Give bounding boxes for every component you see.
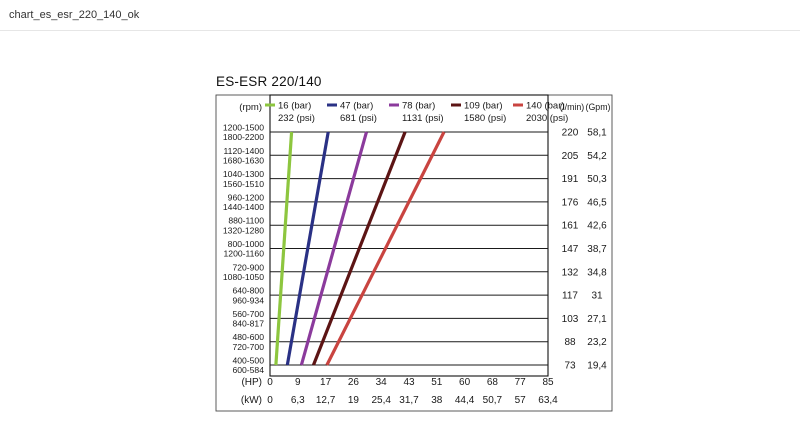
flow-lmin-label: 73 xyxy=(564,361,576,372)
flow-gpm-unit: (Gpm) xyxy=(586,102,611,112)
flow-lmin-label: 191 xyxy=(562,174,579,185)
rpm-range-label: 960-1200 xyxy=(228,192,265,202)
kw-tick-label: 31,7 xyxy=(399,395,419,406)
pressure-line-2 xyxy=(285,131,330,366)
hp-axis-label: (HP) xyxy=(241,377,262,388)
rpm-range-label: 1800-2200 xyxy=(223,132,264,142)
series-lines xyxy=(274,131,446,366)
flow-lmin-label: 147 xyxy=(562,244,579,255)
hp-tick-label: 0 xyxy=(267,377,273,388)
legend-psi-label: 681 (psi) xyxy=(340,113,377,124)
legend-psi-label: 1580 (psi) xyxy=(464,113,506,124)
legend-bar-label: 47 (bar) xyxy=(340,101,373,112)
kw-tick-label: 63,4 xyxy=(538,395,558,406)
kw-tick-label: 25,4 xyxy=(371,395,391,406)
hp-tick-label: 34 xyxy=(376,377,388,388)
flow-lmin-label: 117 xyxy=(562,291,578,302)
flow-lmin-label: 205 xyxy=(562,151,579,162)
hp-tick-label: 43 xyxy=(403,377,415,388)
flow-axis-labels: 220 58,1 205 54,2 191 50,3 176 46,5 161 42,6 147 38… xyxy=(560,102,611,372)
hp-tick-label: 85 xyxy=(542,377,554,388)
flow-gpm-label: 54,2 xyxy=(587,151,607,162)
kw-tick-label: 12,7 xyxy=(316,395,336,406)
chart-title: ES-ESR 220/140 xyxy=(216,74,322,89)
pressure-line-1 xyxy=(274,131,294,366)
flow-lmin-unit: (l/min) xyxy=(560,102,585,112)
plot-frame xyxy=(269,94,549,377)
hp-tick-label: 77 xyxy=(515,377,527,388)
rpm-range-label: 1040-1300 xyxy=(223,169,264,179)
legend-psi-label: 232 (psi) xyxy=(278,113,315,124)
rpm-range-label: 1440-1400 xyxy=(223,202,264,212)
flow-gpm-label: 42,6 xyxy=(587,221,607,232)
rpm-range-label: 840-817 xyxy=(232,319,264,329)
power-axis-labels: (HP) (kW) 0 0 9 6,3 17 12,7 26 19 34 25,4 43 31,7 51 38… xyxy=(241,377,558,406)
hp-tick-label: 60 xyxy=(459,377,471,388)
rpm-range-label: 640-800 xyxy=(232,286,264,296)
rpm-range-label: 1320-1280 xyxy=(223,225,264,235)
rpm-range-label: 800-1000 xyxy=(228,239,265,249)
rpm-range-label: 1120-1400 xyxy=(224,146,265,156)
hp-tick-label: 68 xyxy=(487,377,499,388)
flow-gpm-label: 31 xyxy=(591,291,603,302)
kw-tick-label: 19 xyxy=(348,395,360,406)
hp-tick-label: 17 xyxy=(320,377,332,388)
flow-gpm-label: 50,3 xyxy=(587,174,607,185)
kw-tick-label: 38 xyxy=(431,395,443,406)
flow-gpm-label: 38,7 xyxy=(587,244,607,255)
legend: 16 (bar)232 (psi) 47 (bar)681 (psi) 78 (ba… xyxy=(265,101,568,124)
rpm-range-label: 880-1100 xyxy=(228,216,264,226)
rpm-unit-label: (rpm) xyxy=(239,102,262,113)
kw-tick-label: 6,3 xyxy=(291,395,305,406)
pressure-line-3 xyxy=(299,131,369,366)
flow-gpm-label: 23,2 xyxy=(587,337,607,348)
flow-lmin-label: 220 xyxy=(562,128,579,139)
flow-lmin-label: 161 xyxy=(562,221,579,232)
rpm-range-label: 480-600 xyxy=(232,332,264,342)
rpm-range-label: 960-934 xyxy=(232,295,264,305)
flow-lmin-label: 103 xyxy=(562,314,579,325)
rpm-range-label: 720-700 xyxy=(232,342,264,352)
window-filename: chart_es_esr_220_140_ok xyxy=(9,9,140,21)
rpm-range-label: 600-584 xyxy=(232,365,264,375)
kw-tick-label: 44,4 xyxy=(455,395,475,406)
flow-gpm-label: 19,4 xyxy=(587,361,607,372)
kw-axis-label: (kW) xyxy=(241,395,262,406)
flow-lmin-label: 132 xyxy=(562,267,579,278)
rpm-range-label: 1080-1050 xyxy=(223,272,264,282)
flow-gpm-label: 58,1 xyxy=(587,128,607,139)
kw-tick-label: 57 xyxy=(515,395,527,406)
hp-tick-label: 51 xyxy=(431,377,443,388)
flow-lmin-label: 176 xyxy=(562,197,579,208)
legend-psi-label: 1131 (psi) xyxy=(402,113,444,124)
flow-gpm-label: 46,5 xyxy=(587,197,607,208)
pressure-line-5 xyxy=(325,131,446,366)
flow-lmin-label: 88 xyxy=(564,337,576,348)
legend-psi-label: 2030 (psi) xyxy=(526,113,568,124)
flow-gpm-label: 34,8 xyxy=(587,267,607,278)
rpm-range-label: 400-500 xyxy=(232,356,264,366)
rpm-range-label: 1680-1630 xyxy=(223,156,264,166)
kw-tick-label: 0 xyxy=(267,395,273,406)
pressure-line-4 xyxy=(312,131,407,366)
hp-tick-label: 26 xyxy=(348,377,360,388)
legend-bar-label: 140 (bar) xyxy=(526,101,565,112)
legend-bar-label: 78 (bar) xyxy=(402,101,435,112)
hp-tick-label: 9 xyxy=(295,377,301,388)
window-topbar: chart_es_esr_220_140_ok xyxy=(0,0,800,31)
rpm-range-label: 720-900 xyxy=(232,262,264,272)
flow-gpm-label: 27,1 xyxy=(587,314,607,325)
rpm-range-label: 1200-1160 xyxy=(224,249,265,259)
rpm-range-label: 560-700 xyxy=(232,309,264,319)
legend-bar-label: 109 (bar) xyxy=(464,101,503,112)
legend-bar-label: 16 (bar) xyxy=(278,101,311,112)
kw-tick-label: 50,7 xyxy=(483,395,503,406)
rpm-range-label: 1200-1500 xyxy=(223,123,264,133)
rpm-range-label: 1560-1510 xyxy=(223,179,264,189)
